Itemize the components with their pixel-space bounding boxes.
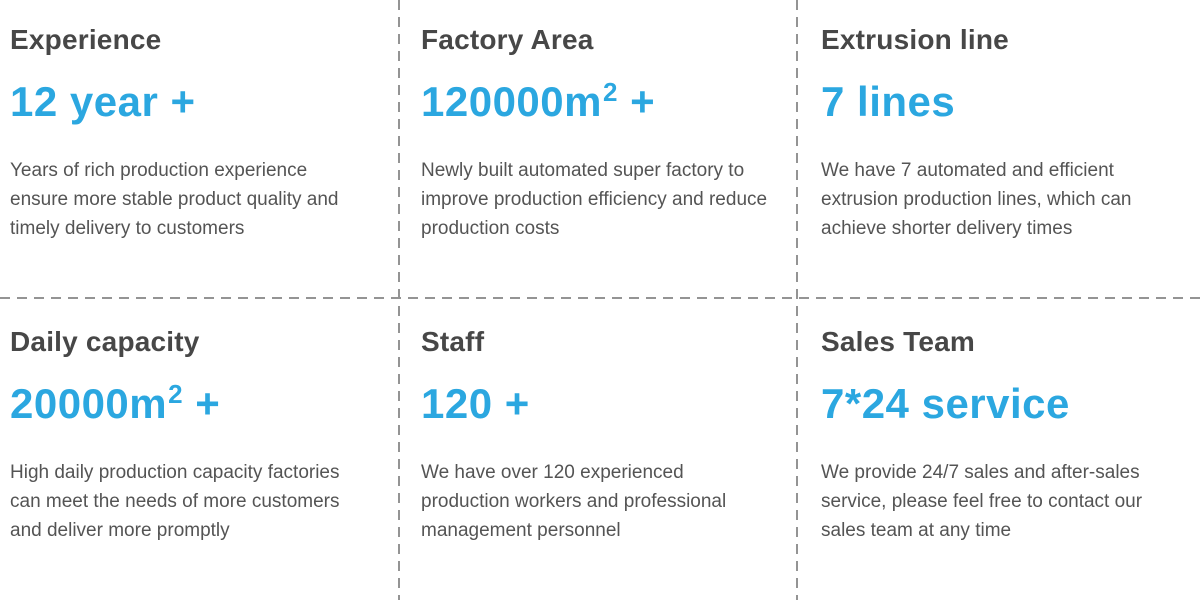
stat-card-sales-team: Sales Team 7*24 service We provide 24/7 … (800, 300, 1200, 600)
column-divider-2 (796, 0, 798, 600)
stat-card-factory-area: Factory Area 120000m2 + Newly built auto… (400, 0, 800, 300)
card-value: 7 lines (821, 78, 1172, 125)
card-value: 20000m2 + (10, 380, 372, 427)
card-description: Years of rich production experience ensu… (10, 160, 339, 240)
card-title: Sales Team (821, 326, 976, 357)
card-title: Experience (10, 24, 162, 55)
card-description: We have over 120 experienced production … (421, 462, 727, 542)
card-value-main: 12 year + (10, 78, 196, 125)
card-value-main: 120 + (421, 380, 530, 427)
card-value: 7*24 service (821, 380, 1172, 427)
card-value-superscript: 2 (603, 77, 618, 107)
card-value: 120 + (421, 380, 772, 427)
card-value-superscript: 2 (168, 379, 184, 409)
card-description: Newly built automated super factory to i… (421, 160, 768, 240)
card-description: High daily production capacity factories… (10, 462, 340, 542)
card-title: Extrusion line (821, 24, 1009, 55)
card-value-main: 7*24 service (821, 380, 1070, 427)
card-title: Daily capacity (10, 326, 200, 357)
card-value-tail: + (617, 78, 656, 125)
stat-card-staff: Staff 120 + We have over 120 experienced… (400, 300, 800, 600)
row-divider (0, 297, 1200, 299)
card-title: Factory Area (421, 24, 594, 55)
stat-card-experience: Experience 12 year + Years of rich produ… (0, 0, 400, 300)
card-description: We have 7 automated and efficient extrus… (821, 160, 1132, 240)
card-value-main: 7 lines (821, 78, 956, 125)
column-divider-1 (398, 0, 400, 600)
card-value: 12 year + (10, 78, 372, 125)
card-value-main: 20000m (10, 380, 168, 427)
stat-card-daily-capacity: Daily capacity 20000m2 + High daily prod… (0, 300, 400, 600)
card-value: 120000m2 + (421, 78, 772, 125)
card-description: We provide 24/7 sales and after-sales se… (821, 462, 1143, 542)
stat-card-extrusion-line: Extrusion line 7 lines We have 7 automat… (800, 0, 1200, 300)
card-value-tail: + (183, 380, 221, 427)
card-value-main: 120000m (421, 78, 602, 125)
card-title: Staff (421, 326, 485, 357)
